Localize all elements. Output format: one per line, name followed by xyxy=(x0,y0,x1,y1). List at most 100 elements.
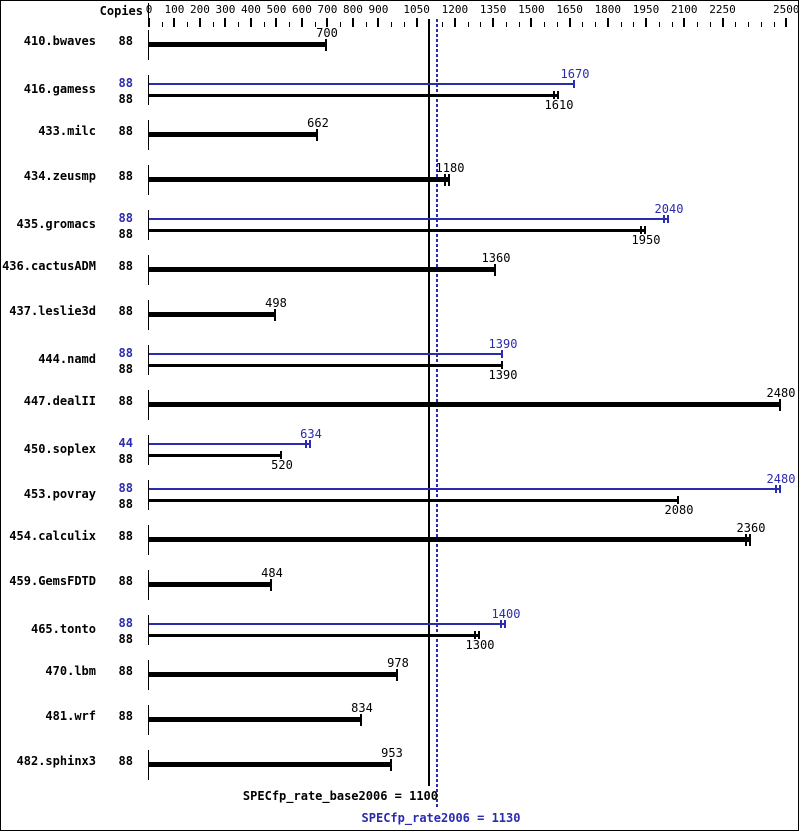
copies-value: 88 xyxy=(118,574,133,588)
row-baseline xyxy=(148,300,149,330)
bar-end-tick xyxy=(640,226,642,234)
benchmark-label: 470.lbm xyxy=(45,664,96,678)
bar-end-tick xyxy=(270,579,272,591)
axis-tick-label: 1500 xyxy=(518,3,545,16)
bar-value-label: 484 xyxy=(261,566,283,580)
bar-end-tick xyxy=(474,631,476,639)
base-bar xyxy=(149,717,362,722)
copies-value: 88 xyxy=(118,394,133,408)
benchmark-label: 434.zeusmp xyxy=(23,169,96,183)
bar-end-tick xyxy=(448,174,450,186)
axis-major-tick xyxy=(198,18,201,27)
base-bar xyxy=(149,312,276,317)
base-bar xyxy=(149,634,480,637)
bar-end-tick xyxy=(779,399,781,411)
copies-value: 88 xyxy=(118,452,133,466)
axis-major-tick xyxy=(645,18,648,27)
row-baseline xyxy=(148,210,149,240)
axis-major-tick xyxy=(492,18,495,27)
axis-minor-tick xyxy=(506,22,507,27)
axis-tick-label: 800 xyxy=(342,3,363,16)
axis-tick-label: 300 xyxy=(215,3,236,16)
benchmark-label: 416.gamess xyxy=(23,82,96,96)
axis-major-tick xyxy=(683,18,686,27)
bar-end-tick xyxy=(494,264,496,276)
copies-value: 88 xyxy=(118,259,133,273)
axis-tick-label: 2250 xyxy=(709,3,736,16)
copies-value: 88 xyxy=(118,529,133,543)
row-baseline xyxy=(148,660,149,690)
bar-end-tick xyxy=(644,226,646,234)
copies-value: 88 xyxy=(118,169,133,183)
bar-value-label: 1950 xyxy=(631,233,661,247)
bar-value-label: 978 xyxy=(387,656,409,670)
axis-major-tick xyxy=(173,18,176,27)
benchmark-label: 465.tonto xyxy=(30,622,96,636)
axis-tick-label: 1650 xyxy=(556,3,583,16)
bar-value-label: 2080 xyxy=(664,503,694,517)
axis-minor-tick xyxy=(213,22,214,27)
row-baseline xyxy=(148,390,149,420)
copies-value: 88 xyxy=(118,632,133,646)
axis-minor-tick xyxy=(710,22,711,27)
axis-minor-tick xyxy=(264,22,265,27)
bar-value-label: 1670 xyxy=(560,67,590,81)
axis-major-tick xyxy=(568,18,571,27)
benchmark-label: 436.cactusADM xyxy=(2,259,96,273)
base-bar xyxy=(149,42,327,47)
peak-bar xyxy=(149,353,503,355)
axis-major-tick xyxy=(530,18,533,27)
axis-minor-tick xyxy=(391,22,392,27)
bar-end-tick xyxy=(396,669,398,681)
bar-end-tick xyxy=(501,350,503,358)
bar-end-tick xyxy=(305,440,307,448)
axis-major-tick xyxy=(606,18,609,27)
copies-value: 88 xyxy=(118,227,133,241)
axis-minor-tick xyxy=(659,22,660,27)
bar-value-label: 1300 xyxy=(465,638,495,652)
peak-bar xyxy=(149,83,575,85)
row-baseline xyxy=(148,120,149,150)
bar-end-tick xyxy=(677,496,679,504)
bar-value-label: 662 xyxy=(307,116,329,130)
axis-minor-tick xyxy=(162,22,163,27)
axis-minor-tick xyxy=(748,22,749,27)
row-baseline xyxy=(148,705,149,735)
bar-end-tick xyxy=(501,361,503,369)
copies-value: 88 xyxy=(118,124,133,138)
benchmark-label: 481.wrf xyxy=(45,709,96,723)
axis-minor-tick xyxy=(315,22,316,27)
bar-end-tick xyxy=(274,309,276,321)
axis-tick-label: 100 xyxy=(164,3,185,16)
bar-value-label: 1400 xyxy=(491,607,521,621)
axis-major-tick xyxy=(785,18,788,27)
benchmark-label: 454.calculix xyxy=(9,529,96,543)
peak-bar xyxy=(149,488,781,490)
bar-end-tick xyxy=(663,215,665,223)
base-bar xyxy=(149,672,398,677)
axis-tick-label: 400 xyxy=(241,3,261,16)
axis-minor-tick xyxy=(774,22,775,27)
benchmark-label: 453.povray xyxy=(23,487,96,501)
axis-minor-tick xyxy=(289,22,290,27)
copies-value: 88 xyxy=(118,754,133,768)
axis-minor-tick xyxy=(633,22,634,27)
axis-major-tick xyxy=(351,18,354,27)
row-baseline xyxy=(148,30,149,60)
axis-tick-label: 700 xyxy=(317,3,338,16)
axis-minor-tick xyxy=(621,22,622,27)
axis-minor-tick xyxy=(735,22,736,27)
copies-header-label: Copies xyxy=(99,4,143,18)
copies-value: 88 xyxy=(118,709,133,723)
base-bar xyxy=(149,229,646,232)
axis-tick-label: 1050 xyxy=(403,3,430,16)
axis-major-tick xyxy=(300,18,303,27)
axis-major-tick xyxy=(224,18,227,27)
base-bar xyxy=(149,454,282,457)
copies-value: 88 xyxy=(118,92,133,106)
copies-value: 88 xyxy=(118,76,133,90)
copies-value: 88 xyxy=(118,616,133,630)
row-baseline xyxy=(148,570,149,600)
bar-value-label: 2480 xyxy=(766,386,796,400)
axis-major-tick xyxy=(377,18,380,27)
